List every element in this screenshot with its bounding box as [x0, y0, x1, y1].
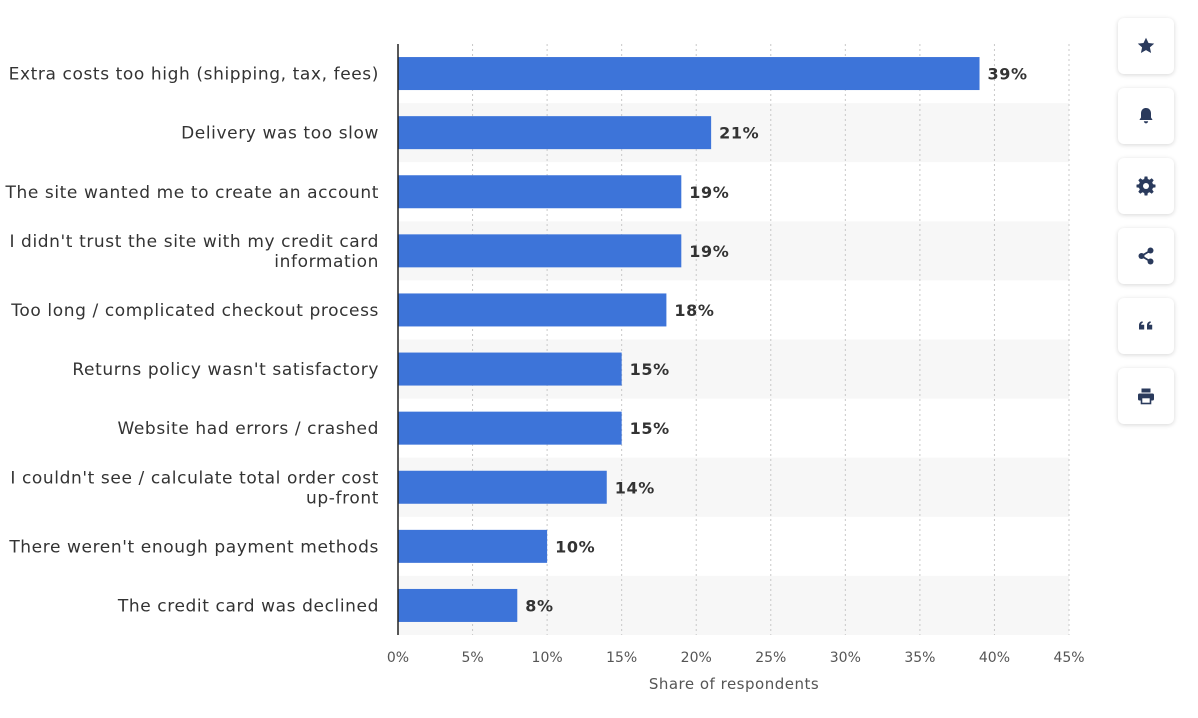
category-label: Extra costs too high (shipping, tax, fee…	[9, 65, 379, 85]
category-label-line: Website had errors / crashed	[117, 419, 379, 439]
value-label: 15%	[630, 360, 670, 379]
chart-canvas: 39% 21% 19% 19% 18% 15% 15% 14% 10% 8% Extra cost…	[4, 44, 1085, 693]
category-label-line: up-front	[306, 488, 379, 508]
x-axis-title: Share of respondents	[649, 675, 819, 693]
value-label: 18%	[674, 301, 714, 320]
x-tick-label: 35%	[904, 650, 935, 666]
category-label-line: information	[274, 252, 379, 272]
x-tick-label: 30%	[830, 650, 861, 666]
printer-icon	[1138, 388, 1154, 405]
category-label: The credit card was declined	[117, 596, 379, 616]
x-tick-label: 45%	[1053, 650, 1084, 666]
value-label: 21%	[719, 124, 759, 143]
x-tick-label: 20%	[681, 650, 712, 666]
bar[interactable]	[398, 57, 980, 91]
value-label: 14%	[615, 478, 655, 497]
quote-icon	[1139, 321, 1153, 330]
value-labels: 39% 21% 19% 19% 18% 15% 15% 14% 10% 8%	[525, 65, 1027, 616]
x-tick-labels: 0% 5% 10% 15% 20% 25% 30% 35% 40% 45%	[387, 650, 1085, 666]
value-label: 19%	[689, 242, 729, 261]
category-label-line: I couldn't see / calculate total order c…	[10, 468, 379, 488]
settings-button[interactable]	[1118, 158, 1174, 214]
bar[interactable]	[398, 588, 518, 622]
category-label-line: There weren't enough payment methods	[8, 537, 379, 557]
x-tick-label: 5%	[461, 650, 483, 666]
category-label: Delivery was too slow	[181, 124, 379, 144]
value-label: 8%	[525, 596, 553, 615]
category-label-line: Delivery was too slow	[181, 124, 379, 144]
category-label-line: The site wanted me to create an account	[4, 183, 379, 203]
share-icon	[1138, 247, 1154, 265]
x-tick-label: 25%	[755, 650, 786, 666]
print-button[interactable]	[1118, 368, 1174, 424]
category-label: Website had errors / crashed	[117, 419, 379, 439]
category-labels: Extra costs too high (shipping, tax, fee…	[4, 65, 379, 617]
star-icon	[1137, 37, 1155, 53]
category-label-line: The credit card was declined	[117, 596, 379, 616]
value-label: 15%	[630, 419, 670, 438]
bar[interactable]	[398, 529, 548, 563]
grid-lines	[472, 44, 1070, 635]
category-label-line: Extra costs too high (shipping, tax, fee…	[9, 65, 379, 85]
value-label: 19%	[689, 183, 729, 202]
bar-chart: 39% 21% 19% 19% 18% 15% 15% 14% 10% 8% Extra cost…	[4, 44, 1085, 693]
category-label: I couldn't see / calculate total order c…	[10, 468, 379, 508]
chart-toolbar	[1118, 18, 1176, 438]
bar[interactable]	[398, 352, 622, 386]
bar[interactable]	[398, 175, 682, 209]
share-button[interactable]	[1118, 228, 1174, 284]
category-label: I didn't trust the site with my credit c…	[9, 232, 379, 272]
x-tick-label: 10%	[532, 650, 563, 666]
category-label: Too long / complicated checkout process	[10, 301, 379, 321]
bar[interactable]	[398, 411, 622, 445]
category-label: There weren't enough payment methods	[8, 537, 379, 557]
x-tick-label: 0%	[387, 650, 409, 666]
bell-icon	[1139, 108, 1153, 124]
bars	[398, 57, 980, 622]
notification-button[interactable]	[1118, 88, 1174, 144]
cite-button[interactable]	[1118, 298, 1174, 354]
category-label: The site wanted me to create an account	[4, 183, 379, 203]
x-tick-label: 40%	[979, 650, 1010, 666]
favorite-button[interactable]	[1118, 18, 1174, 74]
bar[interactable]	[398, 293, 667, 327]
category-label-line: Too long / complicated checkout process	[10, 301, 379, 321]
bar[interactable]	[398, 470, 607, 504]
x-tick-label: 15%	[606, 650, 637, 666]
bar[interactable]	[398, 234, 682, 268]
bar[interactable]	[398, 116, 712, 150]
value-label: 39%	[988, 65, 1028, 84]
category-label-line: I didn't trust the site with my credit c…	[9, 232, 379, 252]
gear-icon	[1136, 176, 1156, 196]
category-label-line: Returns policy wasn't satisfactory	[72, 360, 379, 380]
category-label: Returns policy wasn't satisfactory	[72, 360, 379, 380]
value-label: 10%	[555, 537, 595, 556]
